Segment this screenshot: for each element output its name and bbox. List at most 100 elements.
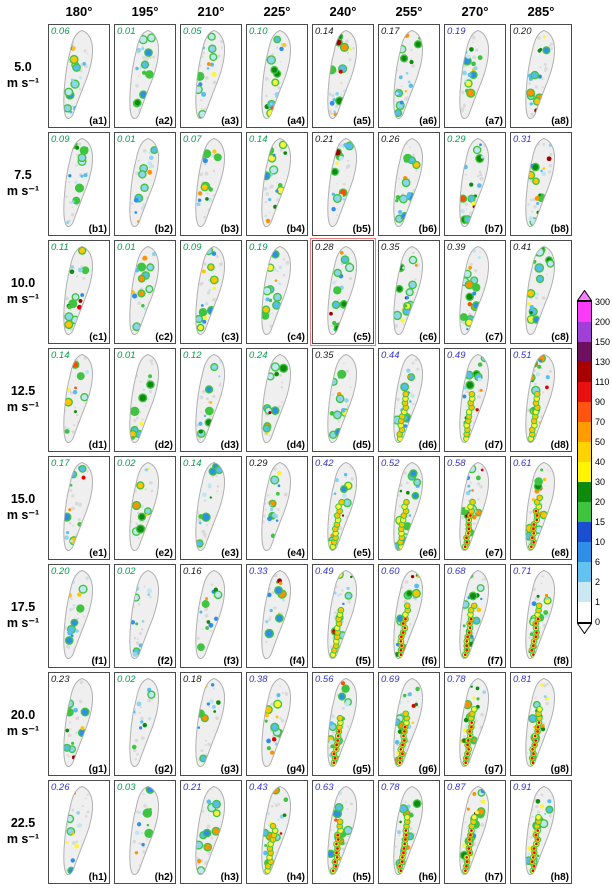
panel-value: 0.21 [315,134,334,145]
panel-cell: 0.07 (b3) [178,130,244,238]
colorbar-scale [577,301,592,623]
panel-value: 0.69 [381,674,400,685]
panel-cell: 0.09 (c3) [178,238,244,346]
panel-value: 0.35 [381,242,400,253]
row-speed: 15.0 [10,492,36,507]
row-speed: 17.5 [10,600,36,615]
taiwan-map [327,786,358,875]
panel-label: (a6) [419,116,437,127]
taiwan-map [129,354,160,443]
panel-cell: 0.31 (b8) [508,130,574,238]
panel-d8: 0.51 (d8) [510,348,572,452]
colorbar-tick-label: 20 [595,497,606,507]
panel-h1: 0.26 (h1) [48,780,110,884]
row-label: 5.0 m s⁻¹ [0,22,46,130]
panel-cell: 0.49 (f5) [310,562,376,670]
panel-label: (a3) [221,116,239,127]
panel-label: (e4) [287,548,305,559]
panel-label: (h3) [220,872,239,883]
panel-cell: 0.21 (h3) [178,778,244,886]
panel-b3: 0.07 (b3) [180,132,242,236]
row-unit: m s⁻¹ [6,184,40,198]
row-label: 20.0 m s⁻¹ [0,670,46,778]
panel-b5: 0.21 (b5) [312,132,374,236]
column-header: 255° [395,3,423,19]
taiwan-map [393,786,424,875]
taiwan-map [459,678,490,767]
panel-cell: 0.20 (f1) [46,562,112,670]
panel-label: (e6) [419,548,437,559]
row-unit: m s⁻¹ [6,832,40,846]
row-speed: 12.5 [10,384,36,399]
panel-cell: 0.01 (a2) [112,22,178,130]
panel-cell: 0.14 (d1) [46,346,112,454]
row-unit: m s⁻¹ [6,400,40,414]
panel-value: 0.01 [117,134,136,145]
panel-cell: 0.39 (c7) [442,238,508,346]
taiwan-map [129,786,160,875]
panel-label: (e1) [89,548,107,559]
panel-f5: 0.49 (f5) [312,564,374,668]
colorbar-segment [578,442,591,462]
panel-cell: 0.20 (a8) [508,22,574,130]
panel-label: (h7) [484,872,503,883]
taiwan-map [459,462,490,551]
panel-label: (c8) [551,332,569,343]
panel-label: (a1) [89,116,107,127]
row-label: 22.5 m s⁻¹ [0,778,46,886]
panel-cell: 0.23 (g1) [46,670,112,778]
panel-label: (h1) [88,872,107,883]
panel-value: 0.41 [513,242,532,253]
panel-label: (d1) [88,440,107,451]
panel-label: (d5) [352,440,371,451]
taiwan-map [195,570,226,659]
panel-value: 0.02 [117,674,136,685]
panel-value: 0.38 [249,674,268,685]
panel-value: 0.01 [117,350,136,361]
taiwan-map [63,462,94,551]
panel-value: 0.78 [381,782,400,793]
panel-value: 0.21 [183,782,202,793]
panel-cell: 0.09 (b1) [46,130,112,238]
panel-cell: 0.01 (c2) [112,238,178,346]
panel-label: (d2) [154,440,173,451]
panel-d3: 0.12 (d3) [180,348,242,452]
panel-cell: 0.14 (b4) [244,130,310,238]
colorbar-tick-label: 2 [595,577,601,587]
colorbar-tick-label: 10 [595,537,606,547]
panel-value: 0.02 [117,566,136,577]
colorbar-segment [578,542,591,562]
colorbar-tick-label: 200 [595,317,611,327]
panel-label: (a7) [485,116,503,127]
row-label: 7.5 m s⁻¹ [0,130,46,238]
taiwan-map [327,138,358,227]
taiwan-map [195,354,226,443]
row-speed: 5.0 [14,60,32,75]
column-header: 285° [527,3,555,19]
panel-cell: 0.81 (g8) [508,670,574,778]
row-speed: 22.5 [10,816,36,831]
panel-label: (c5) [353,332,371,343]
panel-value: 0.44 [381,350,400,361]
panel-cell: 0.71 (f8) [508,562,574,670]
panel-c2: 0.01 (c2) [114,240,176,344]
panel-label: (c2) [155,332,173,343]
panel-label: (f3) [223,656,239,667]
taiwan-map [459,30,490,119]
panel-label: (a2) [155,116,173,127]
taiwan-map [525,678,556,767]
panel-label: (e2) [155,548,173,559]
panel-label: (f7) [487,656,503,667]
panel-value: 0.49 [447,350,466,361]
panel-value: 0.12 [183,350,202,361]
panel-value: 0.35 [315,350,334,361]
panel-label: (f8) [553,656,569,667]
row-label: 15.0 m s⁻¹ [0,454,46,562]
panel-label: (a4) [287,116,305,127]
panel-h3: 0.21 (h3) [180,780,242,884]
panel-e3: 0.14 (e3) [180,456,242,560]
colorbar-tick-label: 70 [595,417,606,427]
panel-value: 0.91 [513,782,532,793]
panel-label: (b4) [286,224,305,235]
panel-value: 0.52 [381,458,400,469]
